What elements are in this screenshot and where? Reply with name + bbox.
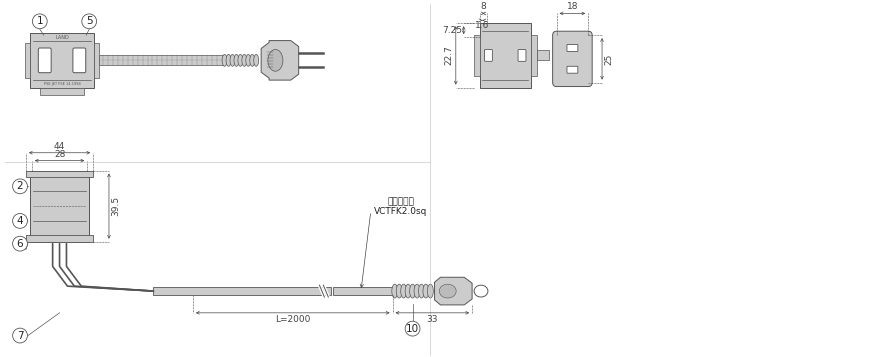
- Text: 10: 10: [406, 324, 419, 334]
- Text: 1: 1: [37, 16, 43, 26]
- FancyBboxPatch shape: [566, 45, 577, 51]
- Bar: [26, 171, 93, 177]
- Text: 6: 6: [17, 239, 24, 249]
- Bar: [333, 287, 392, 295]
- FancyBboxPatch shape: [552, 31, 592, 86]
- Bar: [26, 235, 93, 242]
- Text: 33: 33: [426, 315, 437, 324]
- Circle shape: [32, 14, 47, 29]
- Bar: [536, 50, 548, 60]
- Ellipse shape: [254, 54, 258, 66]
- Bar: [530, 35, 536, 76]
- Bar: [479, 23, 530, 87]
- Polygon shape: [261, 41, 299, 80]
- Text: 25: 25: [603, 53, 612, 65]
- Ellipse shape: [230, 54, 234, 66]
- Ellipse shape: [246, 54, 250, 66]
- Ellipse shape: [400, 284, 407, 298]
- Text: 5: 5: [86, 16, 92, 26]
- Polygon shape: [434, 277, 471, 305]
- Text: 7: 7: [17, 331, 24, 341]
- Ellipse shape: [241, 54, 247, 66]
- Bar: [94, 43, 99, 77]
- Ellipse shape: [439, 284, 456, 298]
- Bar: [473, 35, 479, 76]
- Ellipse shape: [414, 284, 420, 298]
- Text: 7.25: 7.25: [442, 26, 461, 35]
- Ellipse shape: [226, 54, 231, 66]
- Text: 28: 28: [54, 150, 65, 159]
- FancyBboxPatch shape: [566, 66, 577, 73]
- Text: L=2000: L=2000: [275, 315, 310, 324]
- Text: 電源コード: 電源コード: [386, 197, 414, 206]
- Text: 8: 8: [480, 2, 486, 11]
- Ellipse shape: [473, 285, 487, 297]
- Ellipse shape: [222, 54, 227, 66]
- Ellipse shape: [234, 54, 239, 66]
- Bar: [40, 87, 84, 95]
- Circle shape: [12, 179, 27, 194]
- Text: 1.6: 1.6: [475, 21, 489, 30]
- Ellipse shape: [392, 284, 398, 298]
- FancyBboxPatch shape: [484, 50, 492, 61]
- Circle shape: [82, 14, 97, 29]
- Text: 18: 18: [566, 2, 578, 11]
- Ellipse shape: [409, 284, 415, 298]
- Circle shape: [405, 321, 420, 336]
- Text: VCTFK2.0sq: VCTFK2.0sq: [373, 207, 427, 216]
- Circle shape: [12, 328, 27, 343]
- FancyBboxPatch shape: [73, 48, 86, 73]
- Bar: [30, 33, 94, 87]
- Ellipse shape: [418, 284, 424, 298]
- FancyBboxPatch shape: [517, 50, 525, 61]
- Text: 4: 4: [17, 216, 24, 226]
- Ellipse shape: [268, 50, 283, 71]
- Text: 22.7: 22.7: [444, 45, 453, 65]
- Ellipse shape: [422, 284, 428, 298]
- FancyBboxPatch shape: [39, 48, 51, 73]
- Text: 2: 2: [17, 181, 24, 191]
- Circle shape: [12, 213, 27, 228]
- Text: 44: 44: [54, 142, 65, 151]
- Bar: [154, 287, 331, 295]
- Ellipse shape: [249, 54, 255, 66]
- Circle shape: [12, 236, 27, 251]
- Bar: [30, 171, 89, 242]
- Text: PSE JET PSE 14-1994: PSE JET PSE 14-1994: [44, 82, 80, 86]
- Text: 39.5: 39.5: [111, 196, 119, 216]
- Ellipse shape: [396, 284, 402, 298]
- Bar: [25, 43, 30, 77]
- Ellipse shape: [427, 284, 433, 298]
- Ellipse shape: [238, 54, 242, 66]
- Ellipse shape: [405, 284, 411, 298]
- Bar: [99, 55, 222, 65]
- Text: LAND: LAND: [55, 35, 68, 40]
